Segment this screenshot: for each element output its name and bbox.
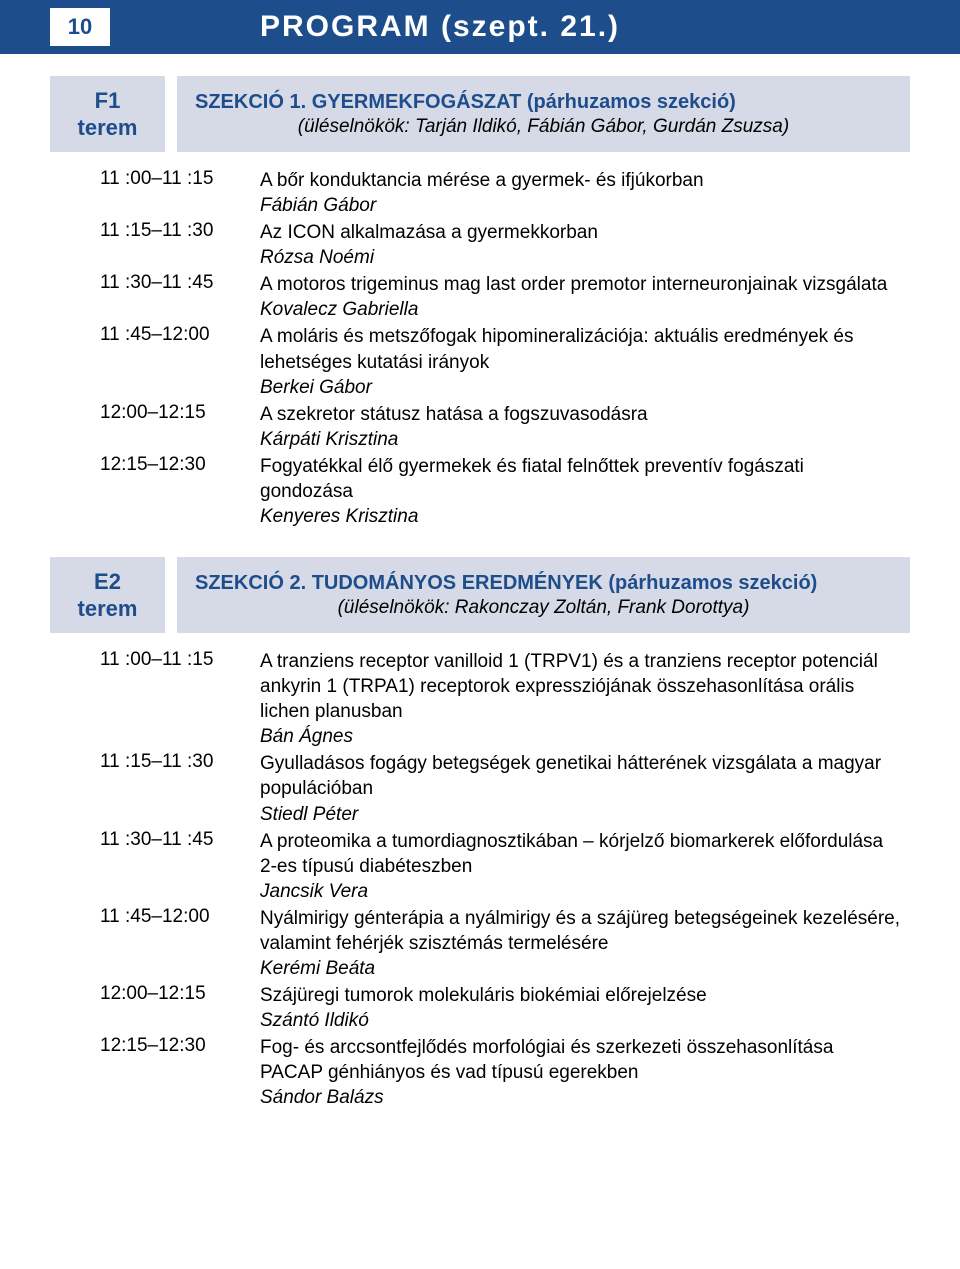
schedule-entry: 11 :45–12:00 A moláris és metszőfogak hi… <box>100 324 900 399</box>
header-bar: 10 PROGRAM (szept. 21.) <box>0 0 960 54</box>
entry-author: Kárpáti Krisztina <box>260 427 900 452</box>
entry-time: 11 :00–11 :15 <box>100 168 260 190</box>
room-box: F1 terem <box>50 76 165 152</box>
page-number: 10 <box>50 8 110 46</box>
page-container: 10 PROGRAM (szept. 21.) F1 terem SZEKCIÓ… <box>0 0 960 1179</box>
entry-desc: Szájüregi tumorok molekuláris biokémiai … <box>260 983 900 1008</box>
entry-time: 12:00–12:15 <box>100 983 260 1005</box>
entry-desc: A moláris és metszőfogak hipomineralizác… <box>260 324 900 374</box>
entry-author: Kenyeres Krisztina <box>260 504 900 529</box>
schedule-entry: 11 :00–11 :15 A bőr konduktancia mérése … <box>100 168 900 218</box>
entry-time: 12:15–12:30 <box>100 1035 260 1057</box>
entry-author: Berkei Gábor <box>260 375 900 400</box>
entry-author: Jancsik Vera <box>260 879 900 904</box>
entry-desc: A bőr konduktancia mérése a gyermek- és … <box>260 168 900 193</box>
section-block-1: F1 terem SZEKCIÓ 1. GYERMEKFOGÁSZAT (pár… <box>0 76 960 529</box>
entry-time: 11 :45–12:00 <box>100 906 260 928</box>
section-block-2: E2 terem SZEKCIÓ 2. TUDOMÁNYOS EREDMÉNYE… <box>0 557 960 1110</box>
schedule-entry: 12:15–12:30 Fog- és arccsontfejlődés mor… <box>100 1035 900 1110</box>
entry-desc: Fog- és arccsontfejlődés morfológiai és … <box>260 1035 900 1085</box>
entry-author: Fábián Gábor <box>260 193 900 218</box>
schedule-entry: 11 :30–11 :45 A motoros trigeminus mag l… <box>100 272 900 322</box>
section-title-main: SZEKCIÓ 2. TUDOMÁNYOS EREDMÉNYEK (párhuz… <box>195 572 892 595</box>
entry-desc: Gyulladásos fogágy betegségek genetikai … <box>260 751 900 801</box>
entries-list: 11 :00–11 :15 A tranziens receptor vanil… <box>0 649 960 1110</box>
schedule-entry: 12:15–12:30 Fogyatékkal élő gyermekek és… <box>100 454 900 529</box>
entry-author: Kovalecz Gabriella <box>260 297 900 322</box>
entry-desc: Az ICON alkalmazása a gyermekkorban <box>260 220 900 245</box>
entry-time: 11 :30–11 :45 <box>100 829 260 851</box>
entry-time: 11 :15–11 :30 <box>100 220 260 242</box>
entry-content: A szekretor státusz hatása a fogszuvasod… <box>260 402 900 452</box>
entry-desc: Nyálmirigy génterápia a nyálmirigy és a … <box>260 906 900 956</box>
section-title-sub: (üléselnökök: Rakonczay Zoltán, Frank Do… <box>195 597 892 619</box>
entry-author: Kerémi Beáta <box>260 956 900 981</box>
entry-desc: Fogyatékkal élő gyermekek és fiatal feln… <box>260 454 900 504</box>
entry-content: Fog- és arccsontfejlődés morfológiai és … <box>260 1035 900 1110</box>
room-box: E2 terem <box>50 557 165 633</box>
room-label: terem <box>78 595 138 623</box>
entry-author: Rózsa Noémi <box>260 245 900 270</box>
entry-content: Az ICON alkalmazása a gyermekkorban Rózs… <box>260 220 900 270</box>
schedule-entry: 12:00–12:15 Szájüregi tumorok molekulári… <box>100 983 900 1033</box>
room-code: E2 <box>94 568 121 596</box>
entry-content: Fogyatékkal élő gyermekek és fiatal feln… <box>260 454 900 529</box>
schedule-entry: 11 :15–11 :30 Gyulladásos fogágy betegsé… <box>100 751 900 826</box>
schedule-entry: 12:00–12:15 A szekretor státusz hatása a… <box>100 402 900 452</box>
section-title-sub: (üléselnökök: Tarján Ildikó, Fábián Gábo… <box>195 116 892 138</box>
entry-author: Stiedl Péter <box>260 802 900 827</box>
section-title-box: SZEKCIÓ 1. GYERMEKFOGÁSZAT (párhuzamos s… <box>177 76 910 152</box>
entries-list: 11 :00–11 :15 A bőr konduktancia mérése … <box>0 168 960 529</box>
entry-author: Bán Ágnes <box>260 724 900 749</box>
schedule-entry: 11 :00–11 :15 A tranziens receptor vanil… <box>100 649 900 749</box>
entry-content: A bőr konduktancia mérése a gyermek- és … <box>260 168 900 218</box>
header-title: PROGRAM (szept. 21.) <box>260 10 620 44</box>
entry-content: Szájüregi tumorok molekuláris biokémiai … <box>260 983 900 1033</box>
entry-desc: A motoros trigeminus mag last order prem… <box>260 272 900 297</box>
schedule-entry: 11 :30–11 :45 A proteomika a tumordiagno… <box>100 829 900 904</box>
entry-content: Nyálmirigy génterápia a nyálmirigy és a … <box>260 906 900 981</box>
entry-desc: A proteomika a tumordiagnosztikában – kó… <box>260 829 900 879</box>
entry-content: A moláris és metszőfogak hipomineralizác… <box>260 324 900 399</box>
section-title-box: SZEKCIÓ 2. TUDOMÁNYOS EREDMÉNYEK (párhuz… <box>177 557 910 633</box>
entry-desc: A tranziens receptor vanilloid 1 (TRPV1)… <box>260 649 900 724</box>
entry-time: 12:15–12:30 <box>100 454 260 476</box>
entry-content: A proteomika a tumordiagnosztikában – kó… <box>260 829 900 904</box>
section-header-row: E2 terem SZEKCIÓ 2. TUDOMÁNYOS EREDMÉNYE… <box>0 557 960 633</box>
entry-time: 11 :45–12:00 <box>100 324 260 346</box>
entry-time: 11 :15–11 :30 <box>100 751 260 773</box>
entry-content: Gyulladásos fogágy betegségek genetikai … <box>260 751 900 826</box>
section-title-main: SZEKCIÓ 1. GYERMEKFOGÁSZAT (párhuzamos s… <box>195 91 892 114</box>
room-label: terem <box>78 114 138 142</box>
section-header-row: F1 terem SZEKCIÓ 1. GYERMEKFOGÁSZAT (pár… <box>0 76 960 152</box>
entry-author: Sándor Balázs <box>260 1085 900 1110</box>
entry-author: Szántó Ildikó <box>260 1008 900 1033</box>
entry-content: A tranziens receptor vanilloid 1 (TRPV1)… <box>260 649 900 749</box>
entry-time: 12:00–12:15 <box>100 402 260 424</box>
room-code: F1 <box>95 87 121 115</box>
entry-content: A motoros trigeminus mag last order prem… <box>260 272 900 322</box>
schedule-entry: 11 :15–11 :30 Az ICON alkalmazása a gyer… <box>100 220 900 270</box>
entry-desc: A szekretor státusz hatása a fogszuvasod… <box>260 402 900 427</box>
entry-time: 11 :00–11 :15 <box>100 649 260 671</box>
schedule-entry: 11 :45–12:00 Nyálmirigy génterápia a nyá… <box>100 906 900 981</box>
entry-time: 11 :30–11 :45 <box>100 272 260 294</box>
